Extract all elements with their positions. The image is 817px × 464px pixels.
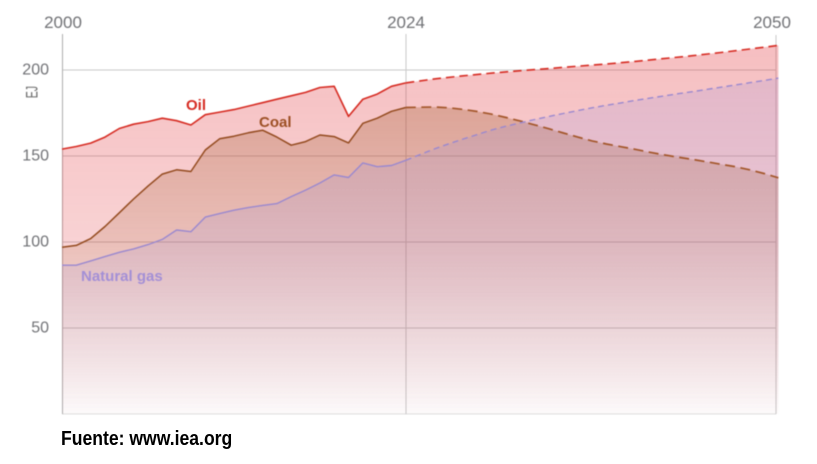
svg-text:Natural gas: Natural gas bbox=[81, 268, 163, 285]
svg-text:200: 200 bbox=[22, 62, 49, 79]
svg-text:2000: 2000 bbox=[44, 13, 82, 32]
svg-text:2050: 2050 bbox=[753, 13, 791, 32]
svg-text:Oil: Oil bbox=[186, 97, 206, 114]
svg-text:50: 50 bbox=[31, 320, 49, 337]
svg-text:100: 100 bbox=[22, 234, 49, 251]
svg-text:150: 150 bbox=[22, 148, 49, 165]
svg-text:EJ: EJ bbox=[23, 86, 41, 98]
svg-text:2024: 2024 bbox=[387, 13, 425, 32]
svg-text:Coal: Coal bbox=[259, 114, 292, 131]
